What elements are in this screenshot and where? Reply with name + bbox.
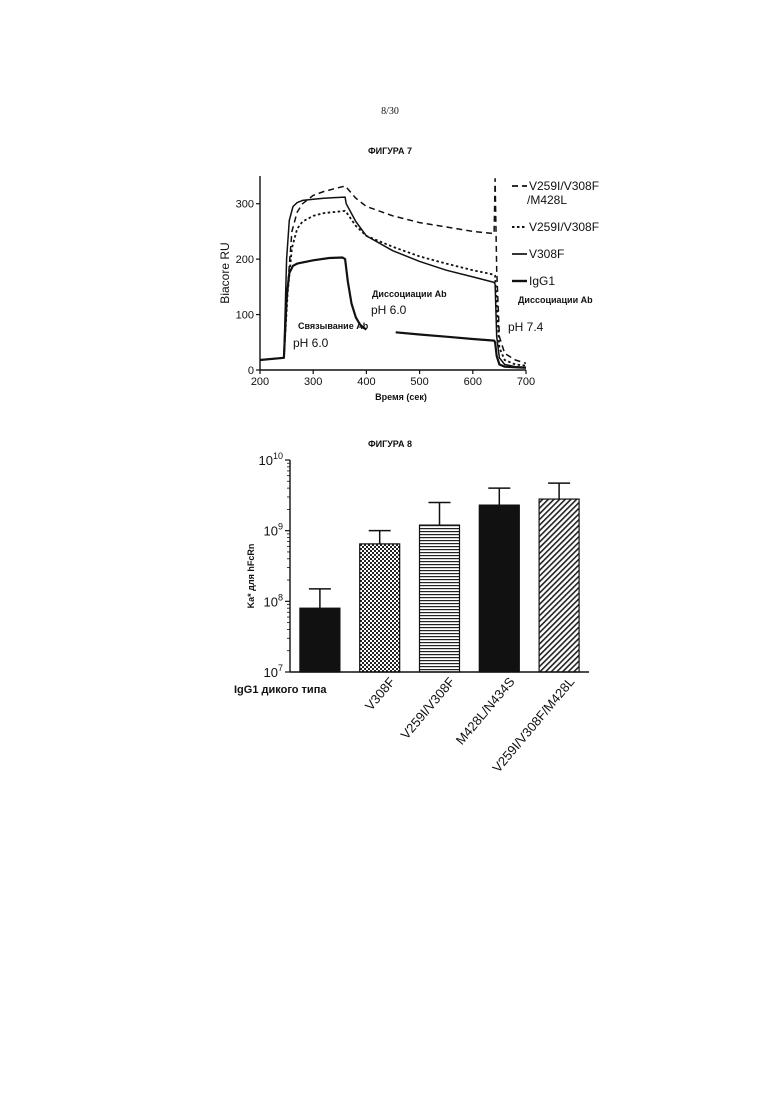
x-tick-label: 600	[464, 376, 482, 388]
annotation-3: pH 6.0	[293, 336, 329, 350]
y-tick-label: 200	[236, 254, 254, 266]
annotation-2: Связывание Ab	[298, 321, 369, 331]
y-tick-exponent: 9	[278, 522, 283, 532]
y-tick-exponent: 10	[273, 451, 283, 461]
y-tick-label: 109	[264, 522, 283, 539]
y-tick-label: 100	[236, 310, 254, 322]
y-tick-label: 108	[264, 592, 283, 609]
x-tick-label: 300	[304, 376, 322, 388]
y-tick-exponent: 7	[278, 663, 283, 673]
legend-label-0: /M428L	[527, 193, 567, 207]
y-axis-title: Ka* для hFcRn	[246, 544, 256, 609]
x-tick-label: 500	[410, 376, 428, 388]
annotation-4: Диссоциации Ab	[518, 295, 593, 305]
y-tick-base: 10	[264, 594, 278, 609]
y-tick-label: 0	[248, 365, 254, 377]
x-tick-label: 400	[357, 376, 375, 388]
category-label-0: IgG1 дикого типа	[234, 684, 327, 696]
annotation-0: Диссоциации Ab	[372, 289, 447, 299]
category-label-2: V259I/V308F	[398, 674, 458, 742]
y-tick-base: 10	[264, 524, 278, 539]
figure-7-annotations: Диссоциации AbpH 6.0Связывание AbpH 6.0Д…	[293, 289, 593, 350]
y-tick-base: 10	[264, 665, 278, 680]
legend-label-1: V259I/V308F	[529, 220, 599, 234]
bar-3	[479, 505, 519, 672]
legend-label-0: V259I/V308F	[529, 179, 599, 193]
bar-1	[360, 544, 400, 672]
y-axis-title: Biacore RU	[218, 242, 232, 303]
figure-8-bars	[300, 483, 579, 672]
figure-8-chart: IgG1 дикого типа V308FV259I/V308FM428L/N4…	[234, 451, 589, 775]
x-axis-title: Время (сек)	[375, 392, 427, 402]
bar-0	[300, 608, 340, 672]
annotation-5: pH 7.4	[508, 320, 544, 334]
category-label-3: M428L/N434S	[453, 674, 518, 748]
legend-label-3: IgG1	[529, 274, 555, 288]
y-tick-label: 1010	[259, 451, 283, 468]
figure-7-chart: 200 300 400 500 600 700 0 100 200 300 Время (сек) B…	[218, 176, 599, 402]
bar-4	[539, 499, 579, 672]
y-tick-base: 10	[259, 453, 273, 468]
figure-7-legend: V259I/V308F/M428LV259I/V308FV308FIgG1	[512, 179, 599, 288]
x-tick-label: 700	[517, 376, 535, 388]
y-tick-label: 300	[236, 199, 254, 211]
y-tick-exponent: 8	[278, 592, 283, 602]
x-tick-label: 200	[251, 376, 269, 388]
figure-8-axes: IgG1 дикого типа V308FV259I/V308FM428L/N4…	[234, 451, 589, 775]
annotation-1: pH 6.0	[371, 303, 407, 317]
bar-2	[420, 525, 460, 672]
legend-label-2: V308F	[529, 247, 564, 261]
category-label-1: V308F	[362, 674, 398, 713]
y-tick-label: 107	[264, 663, 283, 680]
